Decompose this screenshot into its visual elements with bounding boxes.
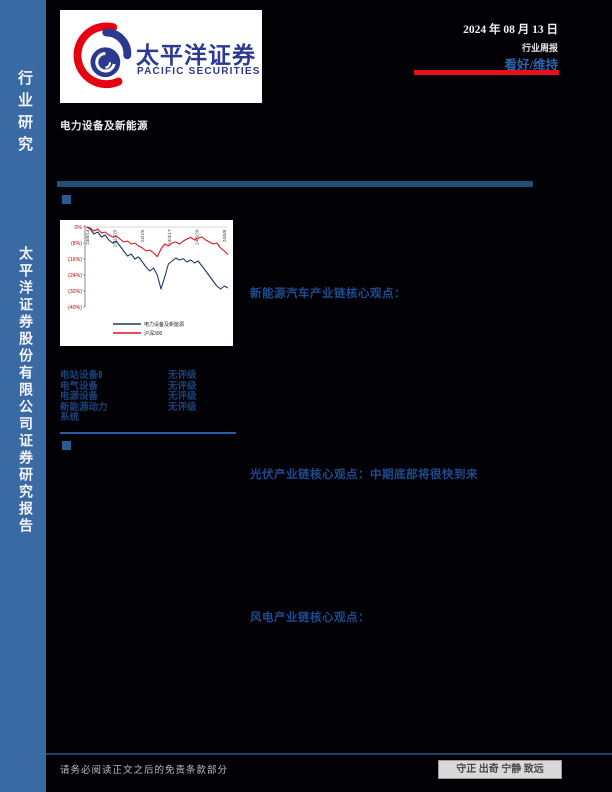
svg-text:23/8/14: 23/8/14 <box>85 229 90 245</box>
industry-rating: 看好/维持 <box>504 58 558 72</box>
sub-industry-name: 新能源动力 <box>60 402 108 413</box>
sub-industry-name: 电站设备Ⅱ <box>60 371 103 381</box>
report-date: 2024 年 08 月 13 日 <box>463 24 558 36</box>
sub-industry-name: 电气设备 <box>60 381 99 392</box>
report-type: 行业周报 <box>521 43 558 53</box>
svg-text:(24%): (24%) <box>68 273 82 279</box>
footer-divider-line <box>46 753 612 755</box>
sidebar-company-label: 太平洋证券股份有限公司证券研究报告 <box>17 246 32 535</box>
sub-industry-rating: 无评级 <box>168 371 197 381</box>
svg-text:(40%): (40%) <box>68 305 82 311</box>
section-divider-bar <box>57 181 533 187</box>
svg-text:24/3/17: 24/3/17 <box>167 229 172 245</box>
ratings-divider-line <box>60 432 236 434</box>
sub-industry-rating: 无评级 <box>168 381 197 392</box>
bullet-square-icon <box>62 441 71 450</box>
svg-text:24/8/8: 24/8/8 <box>222 229 227 242</box>
section-title-wind: 风电产业链核心观点： <box>250 612 370 624</box>
sub-industry-rating: 无评级 <box>168 402 197 413</box>
section-title-pv: 光伏产业链核心观点：中期底部将很快到来 <box>250 469 478 481</box>
sub-industry-name: 电源设备 <box>60 392 99 402</box>
svg-text:24/5/28: 24/5/28 <box>195 229 200 245</box>
svg-text:(32%): (32%) <box>68 289 82 295</box>
sub-industry-rating: 无评级 <box>168 392 197 402</box>
footer-motto-badge: 守正 出奇 宁静 致远 <box>438 760 562 779</box>
pacific-securities-logo-icon <box>73 22 132 89</box>
rating-row: 电源设备 无评级 <box>60 392 236 403</box>
svg-text:23/10/25: 23/10/25 <box>112 229 117 247</box>
sidebar <box>0 0 46 792</box>
section-title-nev: 新能源汽车产业链核心观点： <box>250 288 406 300</box>
industry-name: 电力设备及新能源 <box>60 121 148 132</box>
rating-row: 新能源动力 无评级 <box>60 403 236 414</box>
svg-text:沪深300: 沪深300 <box>144 330 163 337</box>
logo-name-cn: 太平洋证券 <box>136 42 256 68</box>
sub-industry-name: 系统 <box>60 413 80 423</box>
performance-chart-svg: 0% (8%) (16%) (24%) (32%) (40%) 23/8/14 23/10/2… <box>68 225 229 337</box>
relative-performance-chart: 0% (8%) (16%) (24%) (32%) (40%) 23/8/14 23/10/2… <box>60 220 233 346</box>
svg-text:0%: 0% <box>75 225 83 231</box>
logo-box: 太平洋证券 PACIFIC SECURITIES <box>60 10 262 103</box>
svg-text:电力设备及新能源: 电力设备及新能源 <box>144 321 184 328</box>
rating-row: 电站设备Ⅱ 无评级 <box>60 371 236 382</box>
sidebar-category-label: 行业研究 <box>16 70 32 158</box>
footer-disclaimer: 请务必阅读正文之后的免责条款部分 <box>60 766 229 776</box>
red-accent-bar <box>414 70 559 75</box>
svg-text:(8%): (8%) <box>71 241 82 247</box>
rating-row: 电气设备 无评级 <box>60 382 236 393</box>
logo-name-en: PACIFIC SECURITIES <box>137 66 261 77</box>
svg-text:24/1/5: 24/1/5 <box>140 229 145 242</box>
sub-industry-ratings: 电站设备Ⅱ 无评级 电气设备 无评级 电源设备 无评级 新能源动力 无评级 系统 <box>60 371 236 424</box>
svg-text:(16%): (16%) <box>68 257 82 263</box>
rating-row: 系统 <box>60 413 236 424</box>
bullet-square-icon <box>62 195 71 204</box>
